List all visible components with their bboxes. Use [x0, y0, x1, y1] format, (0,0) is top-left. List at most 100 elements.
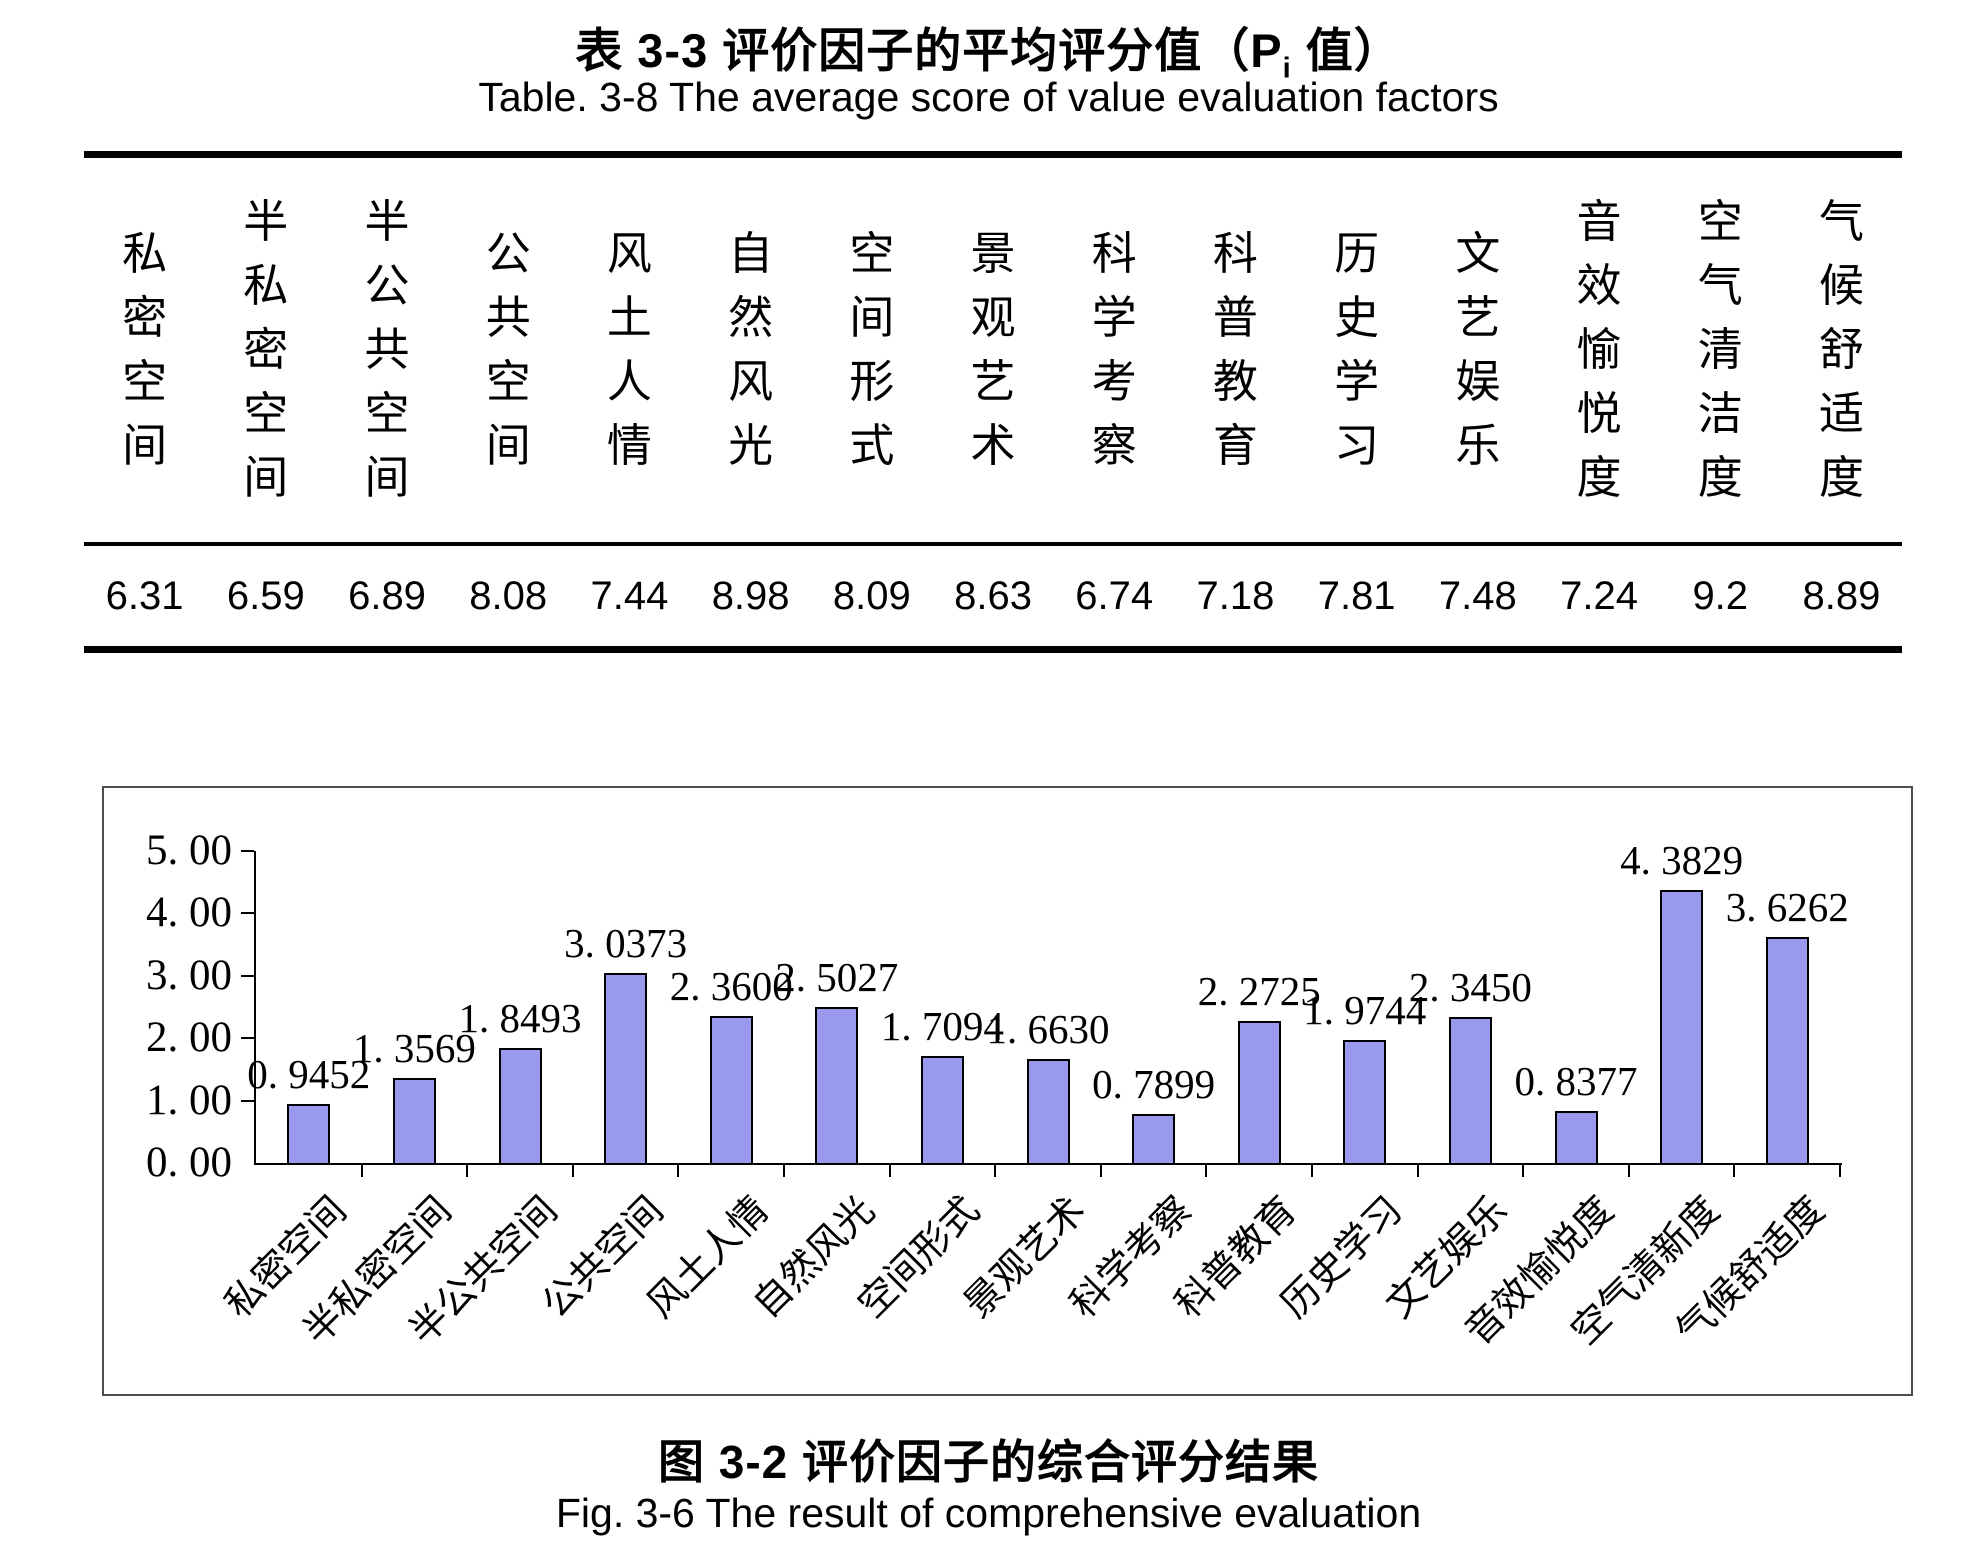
- y-tick-label: 1. 00: [146, 1076, 232, 1124]
- table-column-header: 空气清洁度: [1660, 158, 1781, 542]
- bar: [1448, 1016, 1492, 1165]
- y-tick: [241, 1037, 254, 1040]
- vertical-header-text: 公共空间: [486, 222, 531, 478]
- vertical-header-text: 半公共空间: [365, 190, 410, 510]
- bar: [1237, 1021, 1281, 1165]
- header-char: 间: [122, 421, 168, 471]
- header-char: 观: [970, 293, 1016, 343]
- table-column-header: 自然风光: [690, 158, 811, 542]
- bar: [392, 1078, 436, 1165]
- header-char: 形: [849, 357, 895, 407]
- header-char: 术: [970, 421, 1016, 471]
- bar-value-label: 1. 6630: [986, 1006, 1110, 1053]
- header-char: 间: [243, 453, 289, 503]
- header-char: 间: [849, 293, 895, 343]
- table-cell-value: 7.24: [1560, 573, 1638, 618]
- header-char: 间: [485, 421, 531, 471]
- header-char: 密: [243, 325, 289, 375]
- header-char: 情: [606, 421, 652, 471]
- header-char: 空: [243, 389, 289, 439]
- table-column-header: 半公共空间: [326, 158, 447, 542]
- header-char: 度: [1576, 453, 1622, 503]
- table-cell-value: 8.63: [954, 573, 1032, 618]
- header-char: 半: [243, 197, 289, 247]
- bar-value-label: 0. 7899: [1092, 1060, 1216, 1107]
- vertical-header-text: 科学考察: [1092, 222, 1137, 478]
- table-cell-value: 7.81: [1317, 573, 1396, 618]
- header-char: 愉: [1576, 325, 1622, 375]
- y-tick-label: 4. 00: [146, 889, 232, 937]
- bar: [1554, 1110, 1598, 1165]
- figure-caption-zh: 图 3-2 评价因子的综合评分结果: [657, 1436, 1320, 1488]
- table-column-header: 音效愉悦度: [1538, 158, 1659, 542]
- y-tick-label: 2. 00: [146, 1014, 232, 1062]
- x-tick: [1733, 1163, 1736, 1177]
- header-char: 教: [1212, 357, 1258, 407]
- header-char: 习: [1334, 421, 1380, 471]
- header-char: 气: [1818, 197, 1864, 247]
- y-tick-label: 0. 00: [146, 1139, 232, 1186]
- table-top-rule: [84, 151, 1902, 158]
- bar-value-label: 1. 9744: [1303, 986, 1427, 1033]
- table-column-header: 私密空间: [84, 158, 205, 542]
- x-tick: [994, 1163, 997, 1177]
- header-char: 文: [1455, 229, 1501, 279]
- vertical-header-text: 风土人情: [607, 222, 652, 478]
- header-char: 共: [364, 325, 410, 375]
- bar: [709, 1015, 753, 1165]
- table-cell-value: 9.2: [1692, 573, 1749, 618]
- header-char: 艺: [1455, 293, 1501, 343]
- table-column-header: 空间形式: [811, 158, 932, 542]
- vertical-header-text: 空气清洁度: [1698, 190, 1743, 510]
- header-char: 历: [1334, 229, 1380, 279]
- header-char: 科: [1212, 229, 1258, 279]
- header-char: 科: [1091, 229, 1137, 279]
- header-char: 私: [243, 261, 289, 311]
- x-tick: [360, 1163, 363, 1177]
- vertical-header-text: 科普教育: [1213, 222, 1258, 478]
- vertical-header-text: 文艺娱乐: [1455, 222, 1500, 478]
- table-cell-value: 6.74: [1075, 573, 1154, 618]
- table-header-row: 私密空间半私密空间半公共空间公共空间风土人情自然风光空间形式景观艺术科学考察科普…: [84, 158, 1902, 542]
- table-mid-rule: [84, 542, 1902, 546]
- bar-chart-figure: 0. 00 1. 00 2. 00 3. 00 4. 00 5. 00 0. 9452 私密空…: [102, 786, 1913, 1396]
- table-column-header: 科学考察: [1054, 158, 1175, 542]
- y-tick: [241, 912, 254, 915]
- header-char: 式: [849, 421, 895, 471]
- bar: [1026, 1059, 1070, 1165]
- bar: [1660, 889, 1704, 1165]
- header-char: 自: [728, 229, 774, 279]
- table-cell-value: 7.48: [1438, 573, 1517, 618]
- table-cell-value: 8.09: [832, 573, 911, 618]
- bar: [1343, 1039, 1387, 1165]
- table-column-header: 公共空间: [448, 158, 569, 542]
- header-char: 音: [1576, 197, 1622, 247]
- vertical-header-text: 半私密空间: [243, 190, 288, 510]
- header-char: 清: [1697, 325, 1743, 375]
- header-char: 半: [364, 197, 410, 247]
- y-tick: [241, 974, 254, 977]
- table-cell-value: 6.59: [226, 573, 305, 618]
- x-tick: [1099, 1163, 1102, 1177]
- header-char: 间: [364, 453, 410, 503]
- header-char: 史: [1334, 293, 1380, 343]
- table-cell-value: 6.89: [348, 573, 426, 618]
- table-column-header: 文艺娱乐: [1417, 158, 1538, 542]
- bar-value-label: 3. 6262: [1725, 883, 1849, 930]
- header-char: 风: [728, 357, 774, 407]
- table-cell-value: 6.31: [105, 573, 184, 618]
- header-char: 私: [122, 229, 168, 279]
- table-column-header: 风土人情: [569, 158, 690, 542]
- table-value-row: 6.31 6.59 6.89 8.08 7.44 8.98 8.09 8.63 6.74 7.18…: [84, 546, 1902, 646]
- x-tick: [783, 1163, 785, 1177]
- table-title-zh-subscript: i: [1282, 52, 1292, 85]
- x-tick: [1311, 1163, 1313, 1177]
- table-cell-value: 8.89: [1802, 573, 1881, 618]
- table-title-en: Table. 3-8 The average score of value ev…: [478, 74, 1499, 120]
- bar-value-label: 2. 5027: [775, 953, 899, 1000]
- header-char: 普: [1212, 293, 1258, 343]
- x-tick: [888, 1163, 891, 1177]
- header-char: 洁: [1697, 389, 1743, 439]
- table-cell-value: 7.44: [590, 573, 669, 618]
